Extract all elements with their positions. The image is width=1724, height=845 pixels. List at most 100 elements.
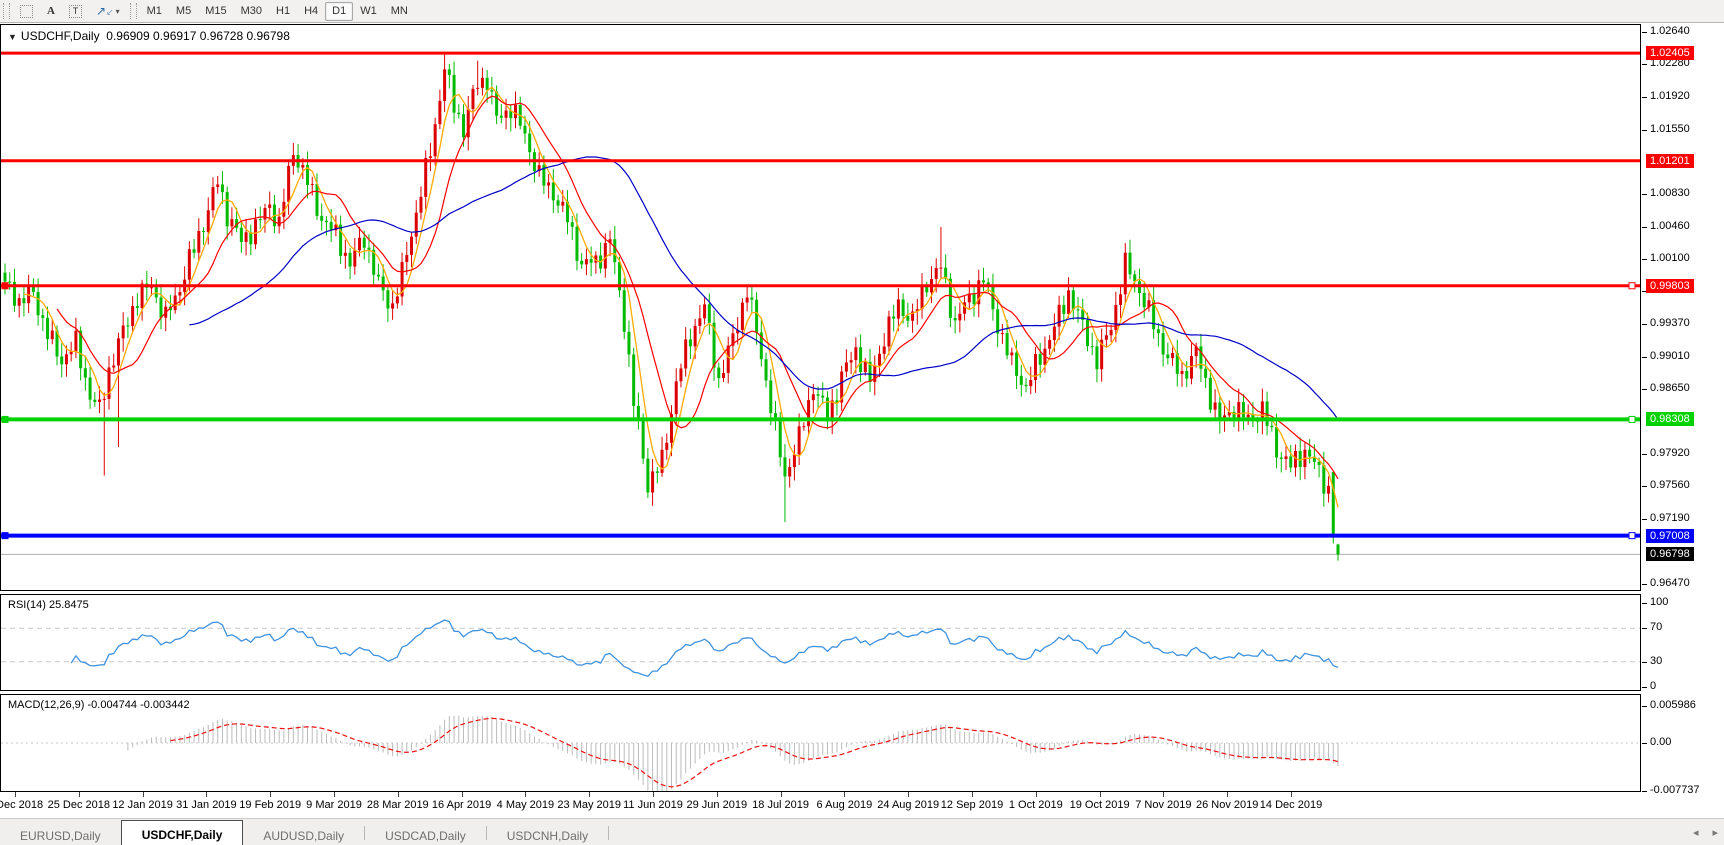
tab-scroll-left-icon[interactable]: ◂ xyxy=(1692,827,1699,839)
time-label: 16 Apr 2019 xyxy=(431,799,492,811)
toolbar: A T ↗↙ ▾ M1 M5 M15 M30 H1 H4 D1 W1 MN xyxy=(0,0,1724,23)
axis-tick xyxy=(1642,519,1647,521)
toolbar-grip-2[interactable] xyxy=(129,3,137,19)
axis-tick-label: 0 xyxy=(1650,680,1657,692)
macd-panel[interactable]: MACD(12,26,9) -0.004744 -0.003442 xyxy=(0,694,1641,792)
axis-tick-label: 1.00100 xyxy=(1650,252,1690,265)
tab-audusd[interactable]: AUDUSD,Daily xyxy=(263,828,345,843)
time-tick xyxy=(461,792,463,797)
axis-tick-label: 0.98650 xyxy=(1650,381,1690,394)
axis-tick xyxy=(1642,291,1647,293)
time-tick xyxy=(1163,792,1165,797)
time-tick xyxy=(1291,792,1292,797)
toolbar-grip[interactable] xyxy=(3,3,10,19)
axis-tick-label: 1.01920 xyxy=(1650,89,1690,102)
axis-tick-label: 1.02280 xyxy=(1650,57,1690,70)
axis-tick xyxy=(1642,259,1647,261)
macd-main-value: -0.004744 xyxy=(87,699,138,711)
time-tick xyxy=(844,792,846,797)
tab-scroll-right-icon[interactable]: ▸ xyxy=(1712,827,1718,839)
tab-separator xyxy=(608,826,610,840)
chevron-down-icon: ▾ xyxy=(115,6,120,16)
timeframe-d1[interactable]: D1 xyxy=(325,1,354,21)
rsi-panel[interactable]: RSI(14) 25.8475 xyxy=(0,594,1641,691)
timeframe-m1[interactable]: M1 xyxy=(146,5,162,17)
axis-tick xyxy=(1642,628,1647,630)
axis-tick xyxy=(1642,356,1647,358)
tab-scroll-arrows: ◂ ▸ xyxy=(1693,826,1718,839)
chart-title: ▼ USDCHF,Daily 0.96909 0.96917 0.96728 0.… xyxy=(8,29,290,43)
arrow-tools-button[interactable]: ↗↙ ▾ xyxy=(89,2,127,21)
timeframe-mn[interactable]: MN xyxy=(390,5,408,17)
time-label: 23 May 2019 xyxy=(557,799,621,811)
axis-tick-label: 0.005986 xyxy=(1650,699,1696,711)
time-label: 7 Nov 2019 xyxy=(1135,799,1192,811)
time-tick xyxy=(1035,792,1037,797)
tab-eurusd[interactable]: EURUSD,Daily xyxy=(20,828,101,843)
time-tick xyxy=(397,792,399,797)
timeframe-toolbar: M1 M5 M15 M30 H1 H4 D1 W1 MN xyxy=(140,1,415,21)
axis-tick-label: 1.02640 xyxy=(1650,25,1690,38)
time-label: 14 Dec 2019 xyxy=(1259,799,1323,811)
ma-mid xyxy=(56,95,1339,480)
time-label: 6 Aug 2019 xyxy=(816,799,873,811)
macd-signal-value: -0.003442 xyxy=(140,699,190,711)
time-tick xyxy=(780,792,782,797)
axis-tick xyxy=(1642,227,1647,229)
price-panel[interactable]: ▼ USDCHF,Daily 0.96909 0.96917 0.96728 0.… xyxy=(0,24,1641,591)
axis-tick xyxy=(1642,661,1647,663)
timeframe-m30[interactable]: M30 xyxy=(240,5,262,17)
axis-tick-label: -0.007737 xyxy=(1650,783,1700,796)
axis-tick-label: 0.97190 xyxy=(1650,512,1690,525)
macd-signal-line xyxy=(170,717,1339,788)
time-label: 6 Dec 2018 xyxy=(0,799,44,811)
symbol-period: USDCHF,Daily xyxy=(20,29,100,43)
text-tool-button[interactable]: A xyxy=(40,2,62,21)
text-label-icon: T xyxy=(69,4,82,18)
axis-tick-label: 0.97920 xyxy=(1650,447,1690,460)
quote-open: 0.96909 xyxy=(106,29,150,43)
time-tick xyxy=(1099,792,1101,797)
time-tick xyxy=(270,792,272,797)
timeframe-w1[interactable]: W1 xyxy=(360,5,377,17)
time-label: 19 Feb 2019 xyxy=(239,799,302,811)
axis-tick xyxy=(1642,129,1647,131)
grid-tool-button[interactable] xyxy=(13,2,40,21)
macd-label: MACD(12,26,9) -0.004744 -0.003442 xyxy=(8,699,190,711)
line-handle xyxy=(1628,282,1636,290)
time-label: 12 Jan 2019 xyxy=(112,799,173,811)
ma-fast xyxy=(23,86,1339,508)
level-price-label: 0.98308 xyxy=(1646,412,1694,427)
time-label: 4 May 2019 xyxy=(496,799,555,811)
ma-slow xyxy=(189,156,1339,420)
axis-tick-label: 1.01550 xyxy=(1650,122,1690,135)
price-axis[interactable]: 1.02640 1.02280 1.01920 1.01550 1.00830 1.004… xyxy=(1642,24,1724,796)
text-label-tool-button[interactable]: T xyxy=(62,2,89,21)
axis-tick xyxy=(1642,790,1647,792)
time-label: 25 Dec 2018 xyxy=(47,799,110,811)
collapse-quote-arrow[interactable]: ▼ xyxy=(8,32,17,42)
timeframe-h1[interactable]: H1 xyxy=(276,5,291,17)
time-tick xyxy=(972,792,973,797)
tab-usdchf[interactable]: USDCHF,Daily xyxy=(120,820,244,845)
axis-tick xyxy=(1642,687,1647,688)
timeframe-m15[interactable]: M15 xyxy=(205,5,227,17)
axis-tick-label: 0.99370 xyxy=(1650,317,1690,330)
time-label: 19 Oct 2019 xyxy=(1069,799,1130,811)
timeframe-h4[interactable]: H4 xyxy=(304,5,319,17)
timeframe-m5[interactable]: M5 xyxy=(175,5,192,17)
time-tick xyxy=(525,792,527,797)
time-label: 1 Oct 2019 xyxy=(1008,799,1063,811)
level-price-label: 0.97008 xyxy=(1646,528,1694,543)
line-handle xyxy=(1,282,9,290)
axis-tick xyxy=(1642,583,1647,585)
tab-usdcad[interactable]: USDCAD,Daily xyxy=(385,828,466,843)
time-tick xyxy=(142,792,144,797)
axis-tick-label: 0.99010 xyxy=(1650,349,1690,362)
time-tick xyxy=(15,792,16,797)
tab-usdcnh[interactable]: USDCNH,Daily xyxy=(506,828,589,843)
quote-low: 0.96728 xyxy=(199,29,244,43)
rsi-label: RSI(14) 25.8475 xyxy=(8,599,89,611)
